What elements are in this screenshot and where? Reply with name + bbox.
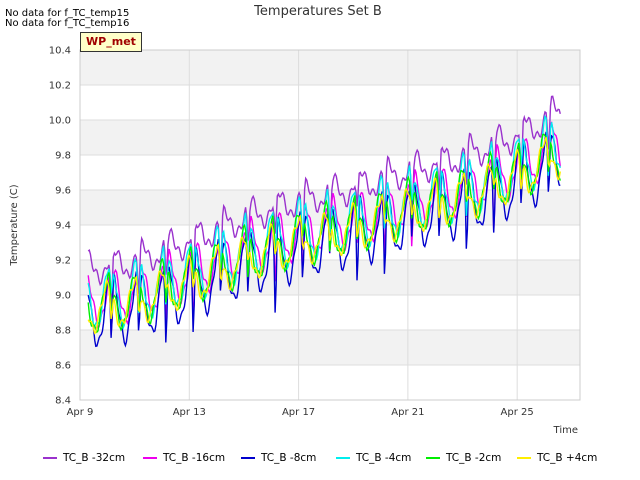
y-tick-label: 8.8 bbox=[55, 326, 71, 337]
legend-swatch bbox=[426, 457, 440, 459]
y-tick-label: 8.4 bbox=[55, 396, 71, 407]
x-tick-label: Apr 25 bbox=[501, 407, 534, 418]
legend-label: TC_B -16cm bbox=[163, 452, 226, 464]
legend-label: TC_B -2cm bbox=[446, 452, 502, 464]
legend-swatch bbox=[241, 457, 255, 459]
legend-item: TC_B -4cm bbox=[336, 452, 411, 464]
series-line-2 bbox=[87, 131, 561, 348]
legend-swatch bbox=[143, 457, 157, 459]
wp-met-badge: WP_met bbox=[80, 32, 142, 52]
series-layer bbox=[87, 95, 561, 348]
legend-label: TC_B -4cm bbox=[356, 452, 412, 464]
legend-label: TC_B -32cm bbox=[63, 452, 126, 464]
legend-item: TC_B -2cm bbox=[426, 452, 501, 464]
y-tick-label: 9.2 bbox=[55, 256, 71, 267]
x-tick-label: Apr 17 bbox=[282, 407, 315, 418]
legend-label: TC_B +4cm bbox=[537, 452, 598, 464]
series-line-0 bbox=[87, 95, 561, 307]
legend-item: TC_B -32cm bbox=[43, 452, 125, 464]
y-tick-label: 9.6 bbox=[55, 186, 71, 197]
y-tick-label: 9.4 bbox=[55, 221, 71, 232]
x-tick-label: Apr 9 bbox=[67, 407, 94, 418]
y-axis-label: Temperature (C) bbox=[9, 184, 20, 266]
series-line-4 bbox=[87, 133, 561, 334]
y-tick-label: 10.0 bbox=[49, 116, 71, 127]
y-tick-label: 10.2 bbox=[49, 81, 71, 92]
y-tick-label: 9.0 bbox=[55, 291, 71, 302]
grid-band bbox=[80, 120, 580, 155]
legend-swatch bbox=[336, 457, 350, 459]
legend-item: TC_B -16cm bbox=[143, 452, 225, 464]
x-tick-label: Apr 13 bbox=[173, 407, 206, 418]
legend-swatch bbox=[43, 457, 57, 459]
plot-frame bbox=[79, 49, 581, 401]
x-tick-label: Apr 21 bbox=[391, 407, 424, 418]
series-line-5 bbox=[87, 136, 561, 335]
legend-swatch bbox=[517, 457, 531, 459]
legend-label: TC_B -8cm bbox=[261, 452, 317, 464]
axes: 8.4 8.6 8.8 9.0 9.2 9.4 9.6 9.8 10.0 10.2 10.4 Apr … bbox=[49, 46, 581, 418]
y-tick-label: 10.4 bbox=[49, 46, 71, 57]
legend-item: TC_B +4cm bbox=[517, 452, 597, 464]
notice-temp15: No data for f_TC_temp15 bbox=[5, 8, 130, 19]
grid-band bbox=[80, 330, 580, 365]
chart-title: Temperatures Set B bbox=[253, 4, 382, 19]
x-axis-label: Time bbox=[553, 425, 578, 436]
grid-band bbox=[80, 50, 580, 85]
y-tick-label: 9.8 bbox=[55, 151, 71, 162]
y-tick-label: 8.6 bbox=[55, 361, 71, 372]
legend-item: TC_B -8cm bbox=[241, 452, 316, 464]
notice-temp16: No data for f_TC_temp16 bbox=[5, 18, 130, 29]
